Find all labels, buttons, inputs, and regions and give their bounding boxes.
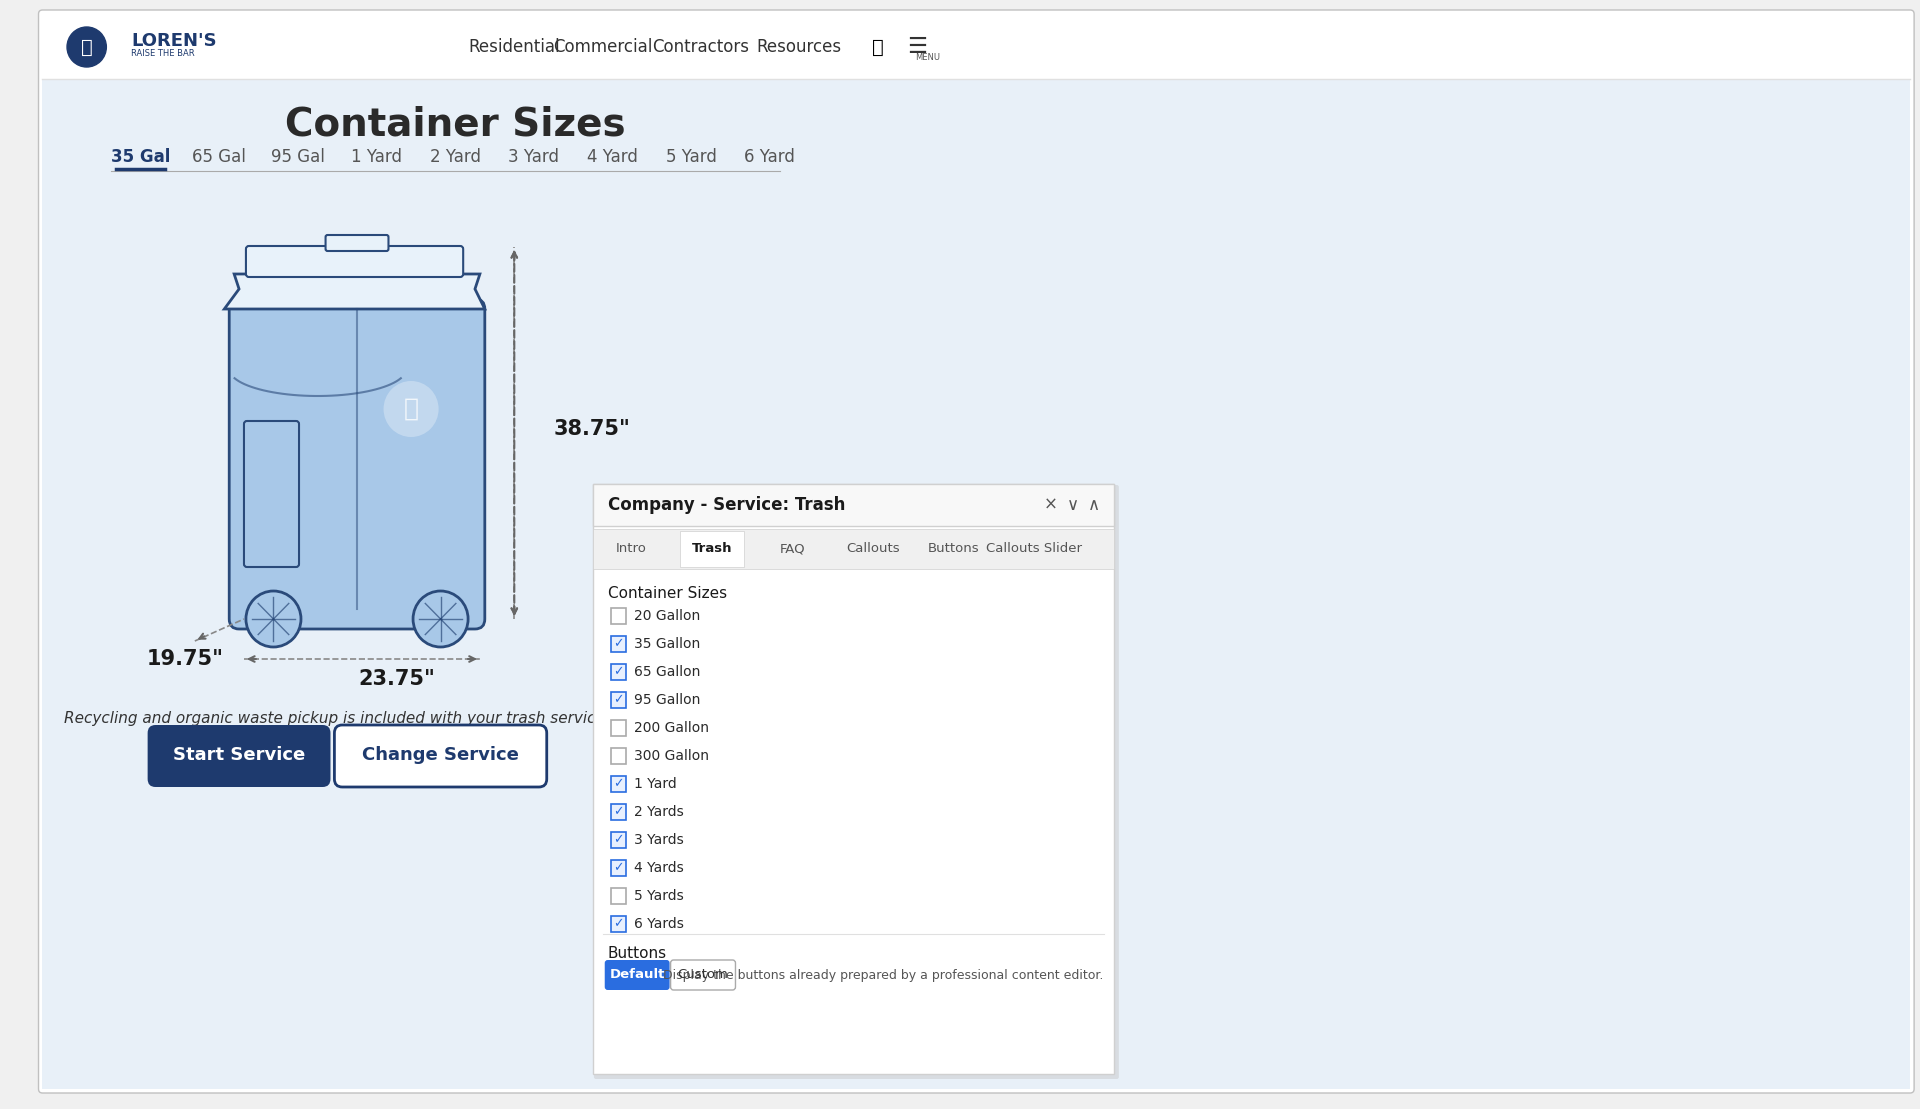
FancyBboxPatch shape: [244, 421, 300, 567]
Text: 35 Gallon: 35 Gallon: [634, 637, 701, 651]
Text: LOREN'S: LOREN'S: [131, 32, 217, 50]
Text: Container Sizes: Container Sizes: [284, 105, 626, 143]
Text: Contractors: Contractors: [653, 38, 749, 55]
FancyBboxPatch shape: [334, 725, 547, 787]
FancyBboxPatch shape: [605, 960, 670, 990]
Text: Container Sizes: Container Sizes: [609, 587, 728, 601]
Bar: [611, 804, 626, 820]
Text: Default: Default: [609, 968, 664, 981]
Text: 3 Yards: 3 Yards: [634, 833, 684, 847]
Bar: [611, 747, 626, 764]
Text: ✓: ✓: [612, 777, 624, 791]
Bar: [680, 531, 745, 567]
Text: 65 Gal: 65 Gal: [192, 147, 246, 166]
Polygon shape: [225, 274, 486, 309]
Text: Recycling and organic waste pickup is included with your trash service.: Recycling and organic waste pickup is in…: [65, 712, 611, 726]
Text: 🌳: 🌳: [81, 38, 92, 57]
Text: 23.75": 23.75": [357, 669, 434, 689]
Text: Callouts: Callouts: [847, 542, 900, 556]
Text: ∨: ∨: [1068, 496, 1079, 513]
Bar: [611, 664, 626, 680]
Text: 🌳: 🌳: [403, 397, 419, 421]
FancyBboxPatch shape: [593, 485, 1119, 1079]
Text: 1 Yard: 1 Yard: [351, 147, 401, 166]
Bar: [611, 888, 626, 904]
Text: Start Service: Start Service: [173, 746, 305, 764]
FancyBboxPatch shape: [326, 235, 388, 251]
Text: 5 Yards: 5 Yards: [634, 889, 684, 903]
Text: ✓: ✓: [612, 638, 624, 651]
Bar: [611, 720, 626, 736]
FancyBboxPatch shape: [38, 10, 1914, 1093]
Text: ∧: ∧: [1089, 496, 1100, 513]
Text: ✓: ✓: [612, 805, 624, 818]
Text: Trash: Trash: [691, 542, 732, 556]
Text: 1 Yard: 1 Yard: [634, 777, 678, 791]
Text: MENU: MENU: [914, 52, 939, 61]
Bar: [611, 916, 626, 932]
Text: Change Service: Change Service: [363, 746, 518, 764]
FancyBboxPatch shape: [593, 484, 1114, 1074]
Text: ✓: ✓: [612, 917, 624, 930]
Text: ✓: ✓: [612, 862, 624, 875]
Bar: [593, 484, 1114, 526]
Text: 4 Yard: 4 Yard: [588, 147, 637, 166]
Text: ✓: ✓: [612, 693, 624, 706]
Text: FAQ: FAQ: [780, 542, 804, 556]
Text: 65 Gallon: 65 Gallon: [634, 665, 701, 679]
Text: 95 Gallon: 95 Gallon: [634, 693, 701, 708]
Text: 🔍: 🔍: [872, 38, 883, 57]
Text: Display the buttons already prepared by a professional content editor.: Display the buttons already prepared by …: [662, 968, 1104, 981]
Text: Buttons: Buttons: [609, 946, 666, 962]
Bar: [611, 776, 626, 792]
Text: 300 Gallon: 300 Gallon: [634, 749, 708, 763]
Bar: [611, 608, 626, 624]
Text: 5 Yard: 5 Yard: [666, 147, 716, 166]
Text: 6 Yard: 6 Yard: [745, 147, 795, 166]
Bar: [42, 14, 1910, 79]
Text: ×: ×: [1044, 496, 1058, 513]
Circle shape: [67, 27, 106, 67]
Text: Commercial: Commercial: [553, 38, 653, 55]
Text: Intro: Intro: [616, 542, 647, 556]
Text: 2 Yard: 2 Yard: [430, 147, 480, 166]
Text: ✓: ✓: [612, 665, 624, 679]
Text: Company - Service: Trash: Company - Service: Trash: [609, 496, 845, 513]
Text: Resources: Resources: [756, 38, 843, 55]
FancyBboxPatch shape: [670, 960, 735, 990]
Circle shape: [384, 381, 438, 437]
Text: 6 Yards: 6 Yards: [634, 917, 684, 930]
FancyBboxPatch shape: [228, 299, 486, 629]
Bar: [611, 832, 626, 848]
Text: ☰: ☰: [908, 37, 927, 57]
Text: 38.75": 38.75": [553, 419, 630, 439]
Text: 3 Yard: 3 Yard: [509, 147, 559, 166]
FancyBboxPatch shape: [148, 725, 330, 787]
Text: 19.75": 19.75": [146, 649, 223, 669]
Text: Buttons: Buttons: [927, 542, 979, 556]
Text: Residential: Residential: [468, 38, 561, 55]
Bar: [611, 635, 626, 652]
Text: 35 Gal: 35 Gal: [111, 147, 171, 166]
Text: Callouts Slider: Callouts Slider: [987, 542, 1083, 556]
Bar: [611, 692, 626, 708]
Text: 95 Gal: 95 Gal: [271, 147, 324, 166]
Text: 4 Yards: 4 Yards: [634, 861, 684, 875]
Circle shape: [246, 591, 301, 647]
Text: 200 Gallon: 200 Gallon: [634, 721, 708, 735]
Text: RAISE THE BAR: RAISE THE BAR: [131, 50, 194, 59]
Text: Custom: Custom: [678, 968, 728, 981]
Text: 20 Gallon: 20 Gallon: [634, 609, 701, 623]
Circle shape: [413, 591, 468, 647]
Text: ✓: ✓: [612, 834, 624, 846]
Bar: [611, 859, 626, 876]
FancyBboxPatch shape: [246, 246, 463, 277]
Bar: [593, 529, 1114, 569]
Text: 2 Yards: 2 Yards: [634, 805, 684, 820]
